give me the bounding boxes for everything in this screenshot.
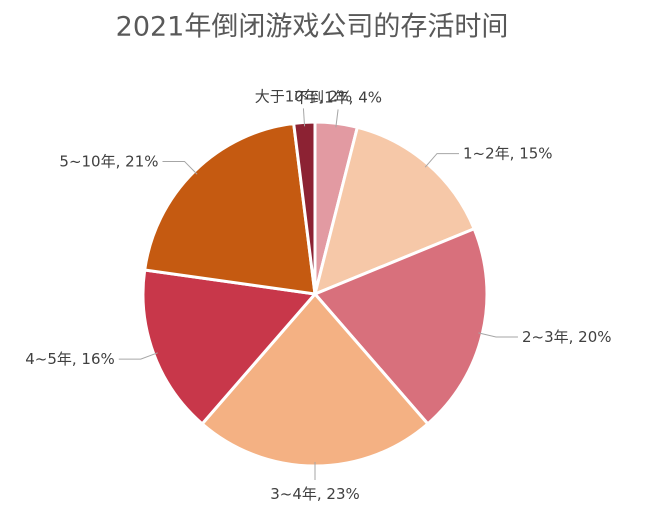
leader-line xyxy=(118,352,158,360)
leader-line xyxy=(478,332,518,338)
category-label: 大于10年 xyxy=(255,87,319,105)
label-separator: , xyxy=(569,327,579,345)
category-label: 不到1年 xyxy=(294,88,349,106)
category-label: 5~10年 xyxy=(59,152,115,170)
data-label: 大于10年, 2% xyxy=(255,87,352,105)
data-label: 4~5年, 16% xyxy=(25,350,115,368)
label-separator: , xyxy=(317,485,327,503)
value-label: 20% xyxy=(578,327,611,345)
leader-line xyxy=(162,160,198,175)
label-separator: , xyxy=(319,87,329,105)
data-label: 不到1年, 4% xyxy=(294,88,382,106)
value-label: 16% xyxy=(81,350,114,368)
leader-line xyxy=(302,108,306,127)
chart-title: 2021年倒闭游戏公司的存活时间 xyxy=(116,12,509,43)
value-label: 2% xyxy=(328,87,352,105)
label-separator: , xyxy=(510,144,520,162)
label-separator: , xyxy=(116,152,126,170)
leader-line xyxy=(335,109,339,128)
value-label: 23% xyxy=(326,485,359,503)
data-label: 1~2年, 15% xyxy=(463,144,553,162)
leader-line xyxy=(424,153,460,168)
category-label: 1~2年 xyxy=(463,144,510,162)
value-label: 4% xyxy=(358,88,382,106)
category-label: 3~4年 xyxy=(270,485,317,503)
data-label: 3~4年, 23% xyxy=(270,485,360,503)
data-label: 2~3年, 20% xyxy=(522,327,612,345)
category-label: 4~5年 xyxy=(25,350,72,368)
label-separator: , xyxy=(72,350,82,368)
label-separator: , xyxy=(349,88,359,106)
category-label: 2~3年 xyxy=(522,327,569,345)
data-label: 5~10年, 21% xyxy=(59,152,158,170)
value-label: 15% xyxy=(519,144,552,162)
value-label: 21% xyxy=(125,152,158,170)
